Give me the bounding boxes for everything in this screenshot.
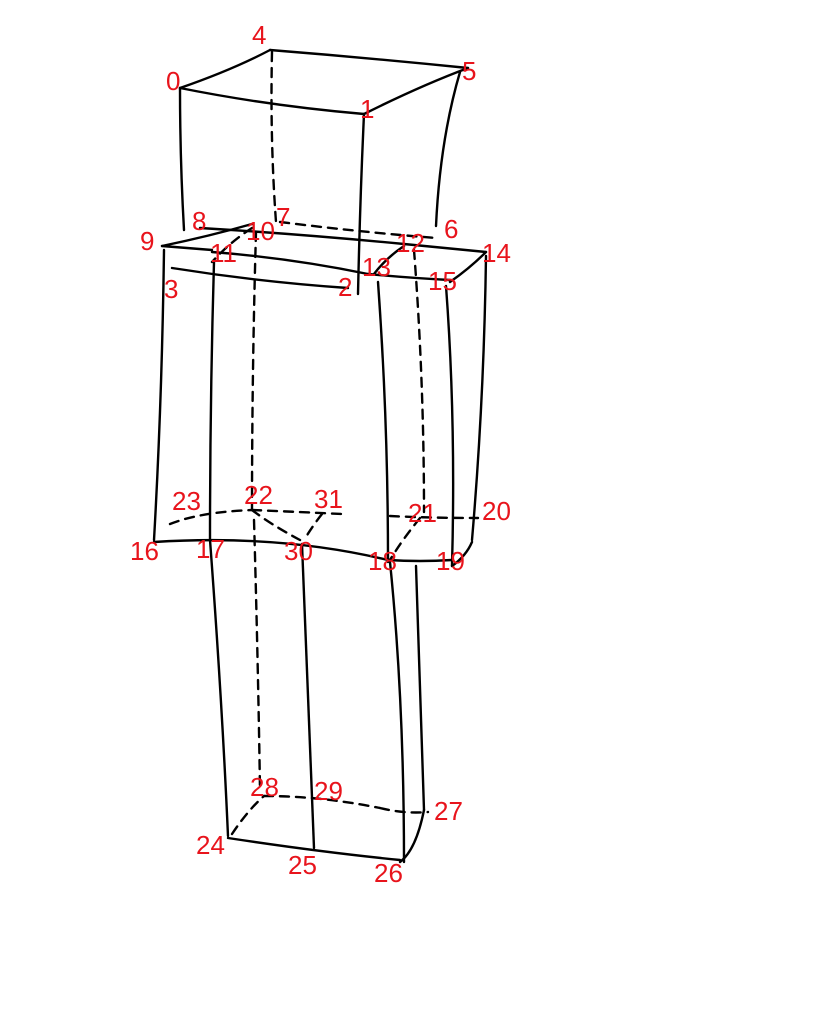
torso-edge-12-13: [372, 244, 406, 276]
vertex-label-16: 16: [130, 536, 159, 566]
vertex-label-8: 8: [192, 206, 206, 236]
vertex-label-13: 13: [362, 252, 391, 282]
vertex-label-19: 19: [436, 546, 465, 576]
head-edge-0-3: [178, 86, 186, 232]
torso-edge-21-18: [388, 516, 422, 562]
vertex-label-6: 6: [444, 214, 458, 244]
vertex-label-4: 4: [252, 20, 266, 50]
vertex-label-22: 22: [244, 480, 273, 510]
torso-edge-10-22: [250, 230, 258, 512]
head-edge-1-5: [362, 66, 470, 116]
torso-edge-23-22: [168, 508, 254, 526]
vertex-label-5: 5: [462, 56, 476, 86]
torso-edge-11-13: [210, 250, 370, 276]
leg-edge-30-25: [300, 542, 316, 850]
head-edge-7-6: [278, 220, 438, 240]
leg-edge-19-27: [414, 564, 426, 812]
vertex-label-26: 26: [374, 858, 403, 888]
leg-edge-29-27: [378, 806, 430, 814]
vertex-label-14: 14: [482, 238, 511, 268]
vertex-label-25: 25: [288, 850, 317, 880]
leg-edge-22-28: [252, 518, 262, 792]
torso-edge-13-15: [366, 272, 452, 282]
vertex-label-23: 23: [172, 486, 201, 516]
head-edge-0-4: [178, 48, 272, 90]
torso-edge-11-17: [208, 260, 216, 542]
torso-edge-31-30: [302, 512, 324, 542]
vertex-label-11: 11: [210, 238, 237, 268]
leg-edge-18-26: [388, 560, 406, 864]
head-edge-5-6: [434, 70, 462, 228]
torso-edge-22-31: [250, 508, 344, 516]
vertex-label-1: 1: [360, 94, 374, 124]
torso-edge-14-15: [448, 250, 488, 284]
torso-edge-9-11: [160, 244, 214, 252]
vertex-label-10: 10: [246, 216, 275, 246]
torso-edge-13-18: [376, 280, 390, 564]
torso-edge-8-12: [198, 226, 406, 246]
vertex-label-12: 12: [396, 228, 425, 258]
torso-edge-3-2: [170, 266, 350, 290]
vertex-label-20: 20: [482, 496, 511, 526]
vertex-label-21: 21: [408, 498, 437, 528]
torso-edge-14-20: [470, 254, 488, 542]
wireframe-edges: [152, 48, 488, 864]
vertex-label-29: 29: [314, 776, 343, 806]
torso-edge-9-10: [160, 222, 254, 248]
torso-edge-10-11: [210, 226, 254, 264]
leg-edge-24-26: [226, 836, 402, 862]
torso-edge-15-19: [444, 284, 455, 568]
vertex-label-7: 7: [276, 202, 290, 232]
vertex-label-18: 18: [368, 546, 397, 576]
vertex-label-31: 31: [314, 484, 343, 514]
torso-edge-21-20: [388, 514, 480, 520]
vertex-label-2: 2: [338, 272, 352, 302]
leg-edge-24-28: [230, 794, 266, 836]
vertex-label-15: 15: [428, 266, 457, 296]
torso-edge-22-30: [250, 508, 302, 542]
vertex-label-30: 30: [284, 536, 313, 566]
torso-edge-16-18: [152, 538, 390, 562]
vertex-label-28: 28: [250, 772, 279, 802]
vertex-label-0: 0: [166, 66, 180, 96]
torso-edge-18-19: [386, 558, 454, 563]
head-edge-4-7: [270, 50, 278, 224]
torso-edge-19-20: [450, 540, 474, 568]
vertex-label-9: 9: [140, 226, 154, 256]
head-edge-4-5: [268, 48, 470, 70]
torso-edge-12-14: [402, 242, 488, 254]
vertex-label-27: 27: [434, 796, 463, 826]
vertex-label-24: 24: [196, 830, 225, 860]
leg-edge-17-24: [208, 538, 230, 838]
torso-edge-12-21: [412, 248, 426, 514]
torso-edge-9-16: [152, 248, 166, 542]
vertex-label-3: 3: [164, 274, 178, 304]
leg-edge-28-29: [262, 794, 382, 810]
leg-edge-26-27: [398, 808, 426, 864]
vertex-label-17: 17: [196, 534, 225, 564]
